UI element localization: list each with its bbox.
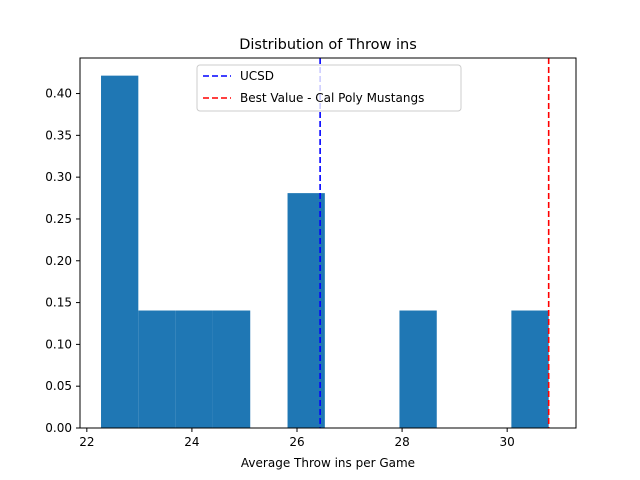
histogram-bar [212,310,251,428]
legend: UCSD Best Value - Cal Poly Mustangs [196,64,462,112]
legend-box [196,64,462,112]
x-axis-label: Average Throw ins per Game [241,456,415,470]
histogram-bar [101,75,139,428]
x-tick-label: 26 [289,435,304,449]
bars-group [101,75,549,428]
plot-frame [79,57,577,429]
histogram-bar [287,193,325,428]
y-tick-label: 0.25 [45,212,72,226]
chart-title: Distribution of Throw ins [239,37,417,53]
legend-label: UCSD [240,69,274,83]
y-tick-label: 0.20 [45,254,72,268]
x-tick-label: 24 [184,435,199,449]
y-tick-label: 0.30 [45,170,72,184]
y-tick-label: 0.10 [45,337,72,351]
histogram-bar [138,310,176,428]
histogram-bar [399,310,437,428]
histogram-bar [511,310,549,428]
x-tick-label: 30 [500,435,515,449]
y-tick-label: 0.40 [45,87,72,101]
y-tick-label: 0.05 [45,379,72,393]
histogram-bar [175,310,213,428]
legend-label: Best Value - Cal Poly Mustangs [240,91,424,105]
reference-lines-group [319,58,550,428]
x-tick-label: 28 [394,435,409,449]
x-tick-label: 22 [79,435,94,449]
axes-group: 22 24 26 28 30 0.00 0.05 0.10 0.15 0.20 0.25 0.30 0.… [45,57,577,449]
y-tick-label: 0.00 [45,421,72,435]
y-tick-label: 0.35 [45,128,72,142]
y-tick-label: 0.15 [45,296,72,310]
